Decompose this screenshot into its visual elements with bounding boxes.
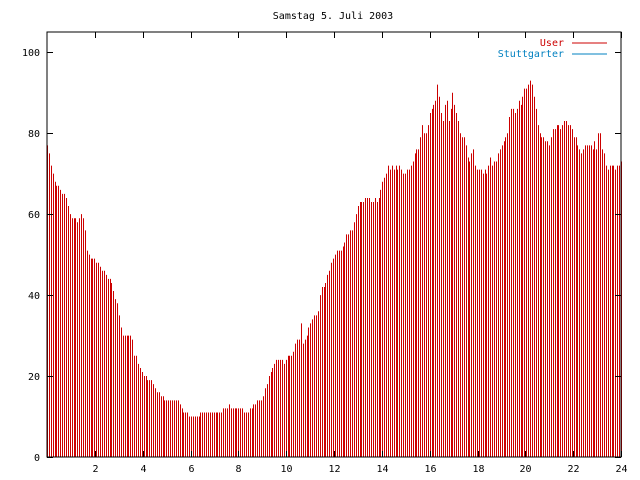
y-axis: 0 20 40 60 80 100 (22, 48, 621, 464)
y-tick-label: 100 (22, 48, 40, 59)
x-tick-label: 8 (235, 464, 241, 475)
x-tick-label: 22 (567, 464, 579, 475)
x-tick-label: 10 (280, 464, 292, 475)
x-tick-label: 24 (615, 464, 627, 475)
x-tick-label: 4 (140, 464, 146, 475)
x-tick-label: 16 (424, 464, 436, 475)
legend-label-user: User (540, 38, 564, 49)
x-tick-label: 2 (92, 464, 98, 475)
y-tick-label: 20 (28, 372, 40, 383)
y-tick-label: 40 (28, 291, 40, 302)
x-tick-label: 18 (472, 464, 484, 475)
y-tick-label: 60 (28, 210, 40, 221)
x-tick-label: 12 (328, 464, 340, 475)
bars-group (47, 80, 622, 457)
x-axis: 2 4 6 8 10 12 14 16 18 20 22 24 (92, 32, 628, 475)
x-tick-label: 6 (188, 464, 194, 475)
x-tick-label: 20 (519, 464, 531, 475)
legend-label-stuttgarter: Stuttgarter (498, 49, 564, 60)
y-tick-label: 0 (34, 453, 40, 464)
chart-title: Samstag 5. Juli 2003 (273, 11, 393, 22)
x-tick-label: 14 (376, 464, 388, 475)
legend: User Stuttgarter (498, 38, 607, 60)
y-tick-label: 80 (28, 129, 40, 140)
